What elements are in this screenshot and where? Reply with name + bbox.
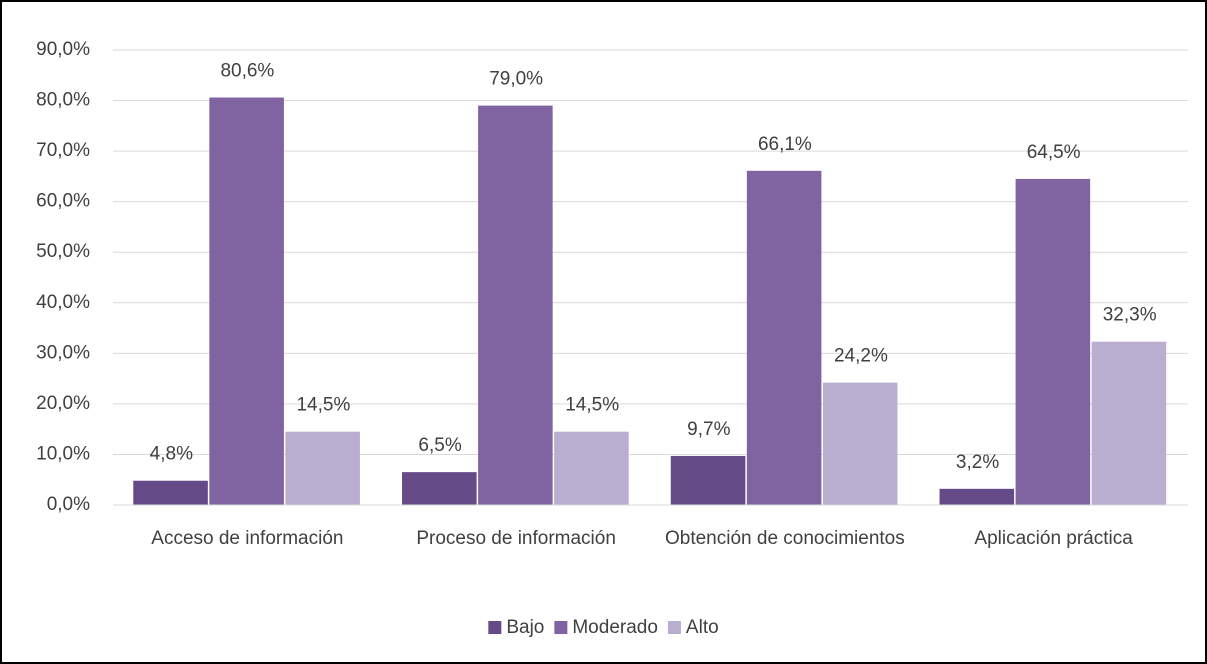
x-tick-label: Acceso de información [151, 528, 343, 549]
value-label: 9,7% [687, 419, 730, 440]
y-tick-label: 70,0% [36, 140, 90, 161]
x-tick-label: Proceso de información [416, 528, 616, 549]
legend-swatch [488, 621, 502, 634]
y-tick-label: 90,0% [36, 39, 90, 60]
bar [133, 480, 208, 505]
value-label: 14,5% [565, 395, 619, 416]
value-label: 4,8% [150, 444, 193, 465]
bar [478, 105, 553, 505]
x-tick-label: Obtención de conocimientos [665, 528, 905, 549]
bar [939, 488, 1015, 505]
y-tick-label: 10,0% [36, 443, 90, 464]
value-label: 32,3% [1103, 305, 1157, 326]
bar [554, 431, 629, 505]
value-label: 64,5% [1027, 142, 1081, 163]
y-tick-label: 0,0% [47, 494, 90, 515]
bar [822, 382, 898, 505]
y-tick-label: 20,0% [36, 393, 90, 414]
legend-label: Moderado [572, 617, 658, 638]
value-label: 80,6% [220, 61, 274, 82]
y-tick-label: 50,0% [36, 241, 90, 262]
legend-label: Bajo [506, 617, 544, 638]
bar [746, 170, 822, 506]
bar [209, 97, 284, 506]
value-label: 3,2% [956, 452, 999, 473]
y-tick-label: 30,0% [36, 342, 90, 363]
value-label: 14,5% [296, 395, 350, 416]
y-tick-label: 60,0% [36, 191, 90, 212]
bar [285, 431, 360, 505]
bar [670, 455, 746, 505]
legend-label: Alto [686, 617, 719, 638]
legend-swatch [554, 621, 568, 634]
value-label: 24,2% [834, 346, 888, 367]
legend-swatch [667, 621, 681, 634]
y-tick-label: 40,0% [36, 292, 90, 313]
y-tick-label: 80,0% [36, 90, 90, 111]
bar [1091, 341, 1167, 505]
x-tick-label: Aplicación práctica [974, 528, 1133, 549]
value-label: 6,5% [418, 435, 461, 456]
bar [402, 472, 477, 505]
bar [1015, 178, 1091, 505]
value-label: 66,1% [758, 134, 812, 155]
value-label: 79,0% [489, 69, 543, 90]
